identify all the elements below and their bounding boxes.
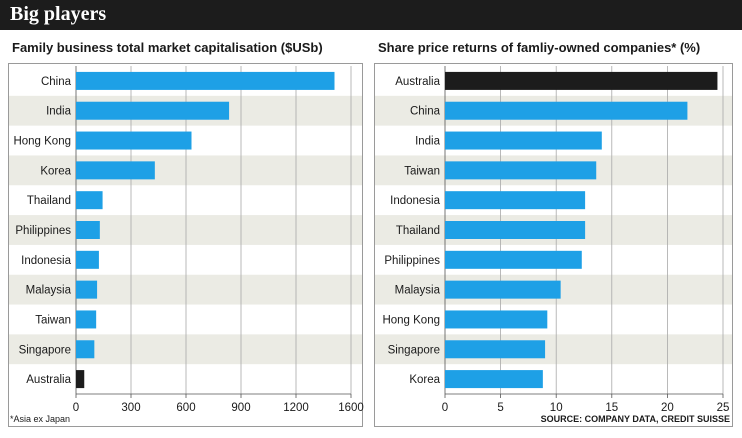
row-stripe: [375, 334, 732, 365]
market-cap-bar-australia: [76, 370, 85, 389]
market-cap-label-china: China: [41, 76, 72, 88]
market-cap-chart-frame: 0 300 600 900 1200 1600 China India Hong Kong Kor…: [8, 63, 364, 427]
market-cap-bar-india: [76, 101, 230, 120]
share-returns-bar-korea: [445, 370, 543, 389]
market-cap-label-thailand: Thailand: [27, 195, 71, 207]
x-tick-label: 0: [73, 402, 79, 414]
x-tick-label: 15: [605, 402, 618, 414]
share-returns-bar-philippines: [445, 250, 582, 269]
row-stripe: [9, 215, 362, 245]
share-returns-label-singapore: Singapore: [388, 344, 440, 356]
x-tick-label: 25: [717, 402, 730, 414]
page-title: Big players: [10, 3, 107, 25]
market-cap-bar-taiwan: [76, 310, 97, 329]
market-cap-bar-korea: [76, 161, 155, 180]
row-stripe: [9, 334, 362, 365]
market-cap-label-singapore: Singapore: [19, 344, 71, 356]
market-cap-label-taiwan: Taiwan: [35, 314, 71, 326]
share-returns-label-china: China: [410, 106, 441, 118]
share-returns-label-korea: Korea: [409, 374, 440, 386]
market-cap-bar-china: [76, 71, 335, 90]
x-tick-label: 600: [176, 402, 195, 414]
x-tick-label: 1200: [283, 402, 309, 414]
row-stripe: [9, 155, 362, 186]
share-returns-label-thailand: Thailand: [396, 225, 440, 237]
x-tick-label: 5: [497, 402, 503, 414]
share-returns-bar-indonesia: [445, 191, 586, 210]
x-tick-label: 300: [121, 402, 140, 414]
share-returns-bar-australia: [445, 71, 718, 90]
share-returns-bar-malaysia: [445, 280, 561, 299]
share-returns-label-australia: Australia: [395, 76, 440, 88]
market-cap-bar-hong-kong: [76, 131, 192, 150]
market-cap-label-indonesia: Indonesia: [21, 255, 71, 267]
market-cap-label-malaysia: Malaysia: [26, 285, 72, 297]
share-returns-bar-singapore: [445, 340, 546, 359]
share-returns-bar-thailand: [445, 221, 586, 239]
share-returns-bar-india: [445, 131, 602, 150]
x-tick-label: 20: [661, 402, 674, 414]
share-returns-bar-china: [445, 101, 688, 120]
share-returns-label-indonesia: Indonesia: [390, 195, 440, 207]
share-returns-label-malaysia: Malaysia: [395, 285, 441, 297]
share-returns-chart-frame: 0 5 10 15 20 25 Australia China India Taiwan Indon…: [374, 63, 733, 427]
share-returns-bar-hong-kong: [445, 310, 548, 329]
footnote: *Asia ex Japan: [10, 414, 71, 424]
x-tick-label: 900: [231, 402, 250, 414]
market-cap-bar-philippines: [76, 221, 100, 239]
x-tick-label: 10: [550, 402, 563, 414]
share-returns-label-philippines: Philippines: [384, 255, 440, 267]
market-cap-label-korea: Korea: [40, 165, 71, 177]
x-tick-label: 0: [442, 402, 448, 414]
row-stripe: [9, 274, 362, 305]
left-chart-title: Family business total market capitalisat…: [12, 40, 323, 55]
market-cap-bar-malaysia: [76, 280, 98, 299]
market-cap-label-philippines: Philippines: [15, 225, 71, 237]
share-returns-label-taiwan: Taiwan: [404, 165, 440, 177]
market-cap-chart: 0 300 600 900 1200 1600 China India Hong Kong Kor…: [9, 66, 364, 414]
market-cap-bar-thailand: [76, 191, 103, 210]
market-cap-bar-indonesia: [76, 250, 99, 269]
share-returns-label-india: India: [415, 136, 441, 148]
share-returns-chart: 0 5 10 15 20 25 Australia China India Taiwan Indon…: [375, 66, 732, 414]
source-note: SOURCE: COMPANY DATA, CREDIT SUISSE: [540, 414, 730, 424]
market-cap-label-australia: Australia: [26, 374, 71, 386]
market-cap-bar-singapore: [76, 340, 95, 359]
right-chart-title: Share price returns of famliy-owned comp…: [378, 40, 701, 55]
market-cap-label-hong-kong: Hong Kong: [13, 136, 71, 148]
header-bar: Big players: [0, 0, 742, 30]
market-cap-label-india: India: [46, 106, 72, 118]
share-returns-bar-taiwan: [445, 161, 597, 180]
share-returns-label-hong-kong: Hong Kong: [382, 314, 440, 326]
x-tick-label: 1600: [338, 402, 364, 414]
